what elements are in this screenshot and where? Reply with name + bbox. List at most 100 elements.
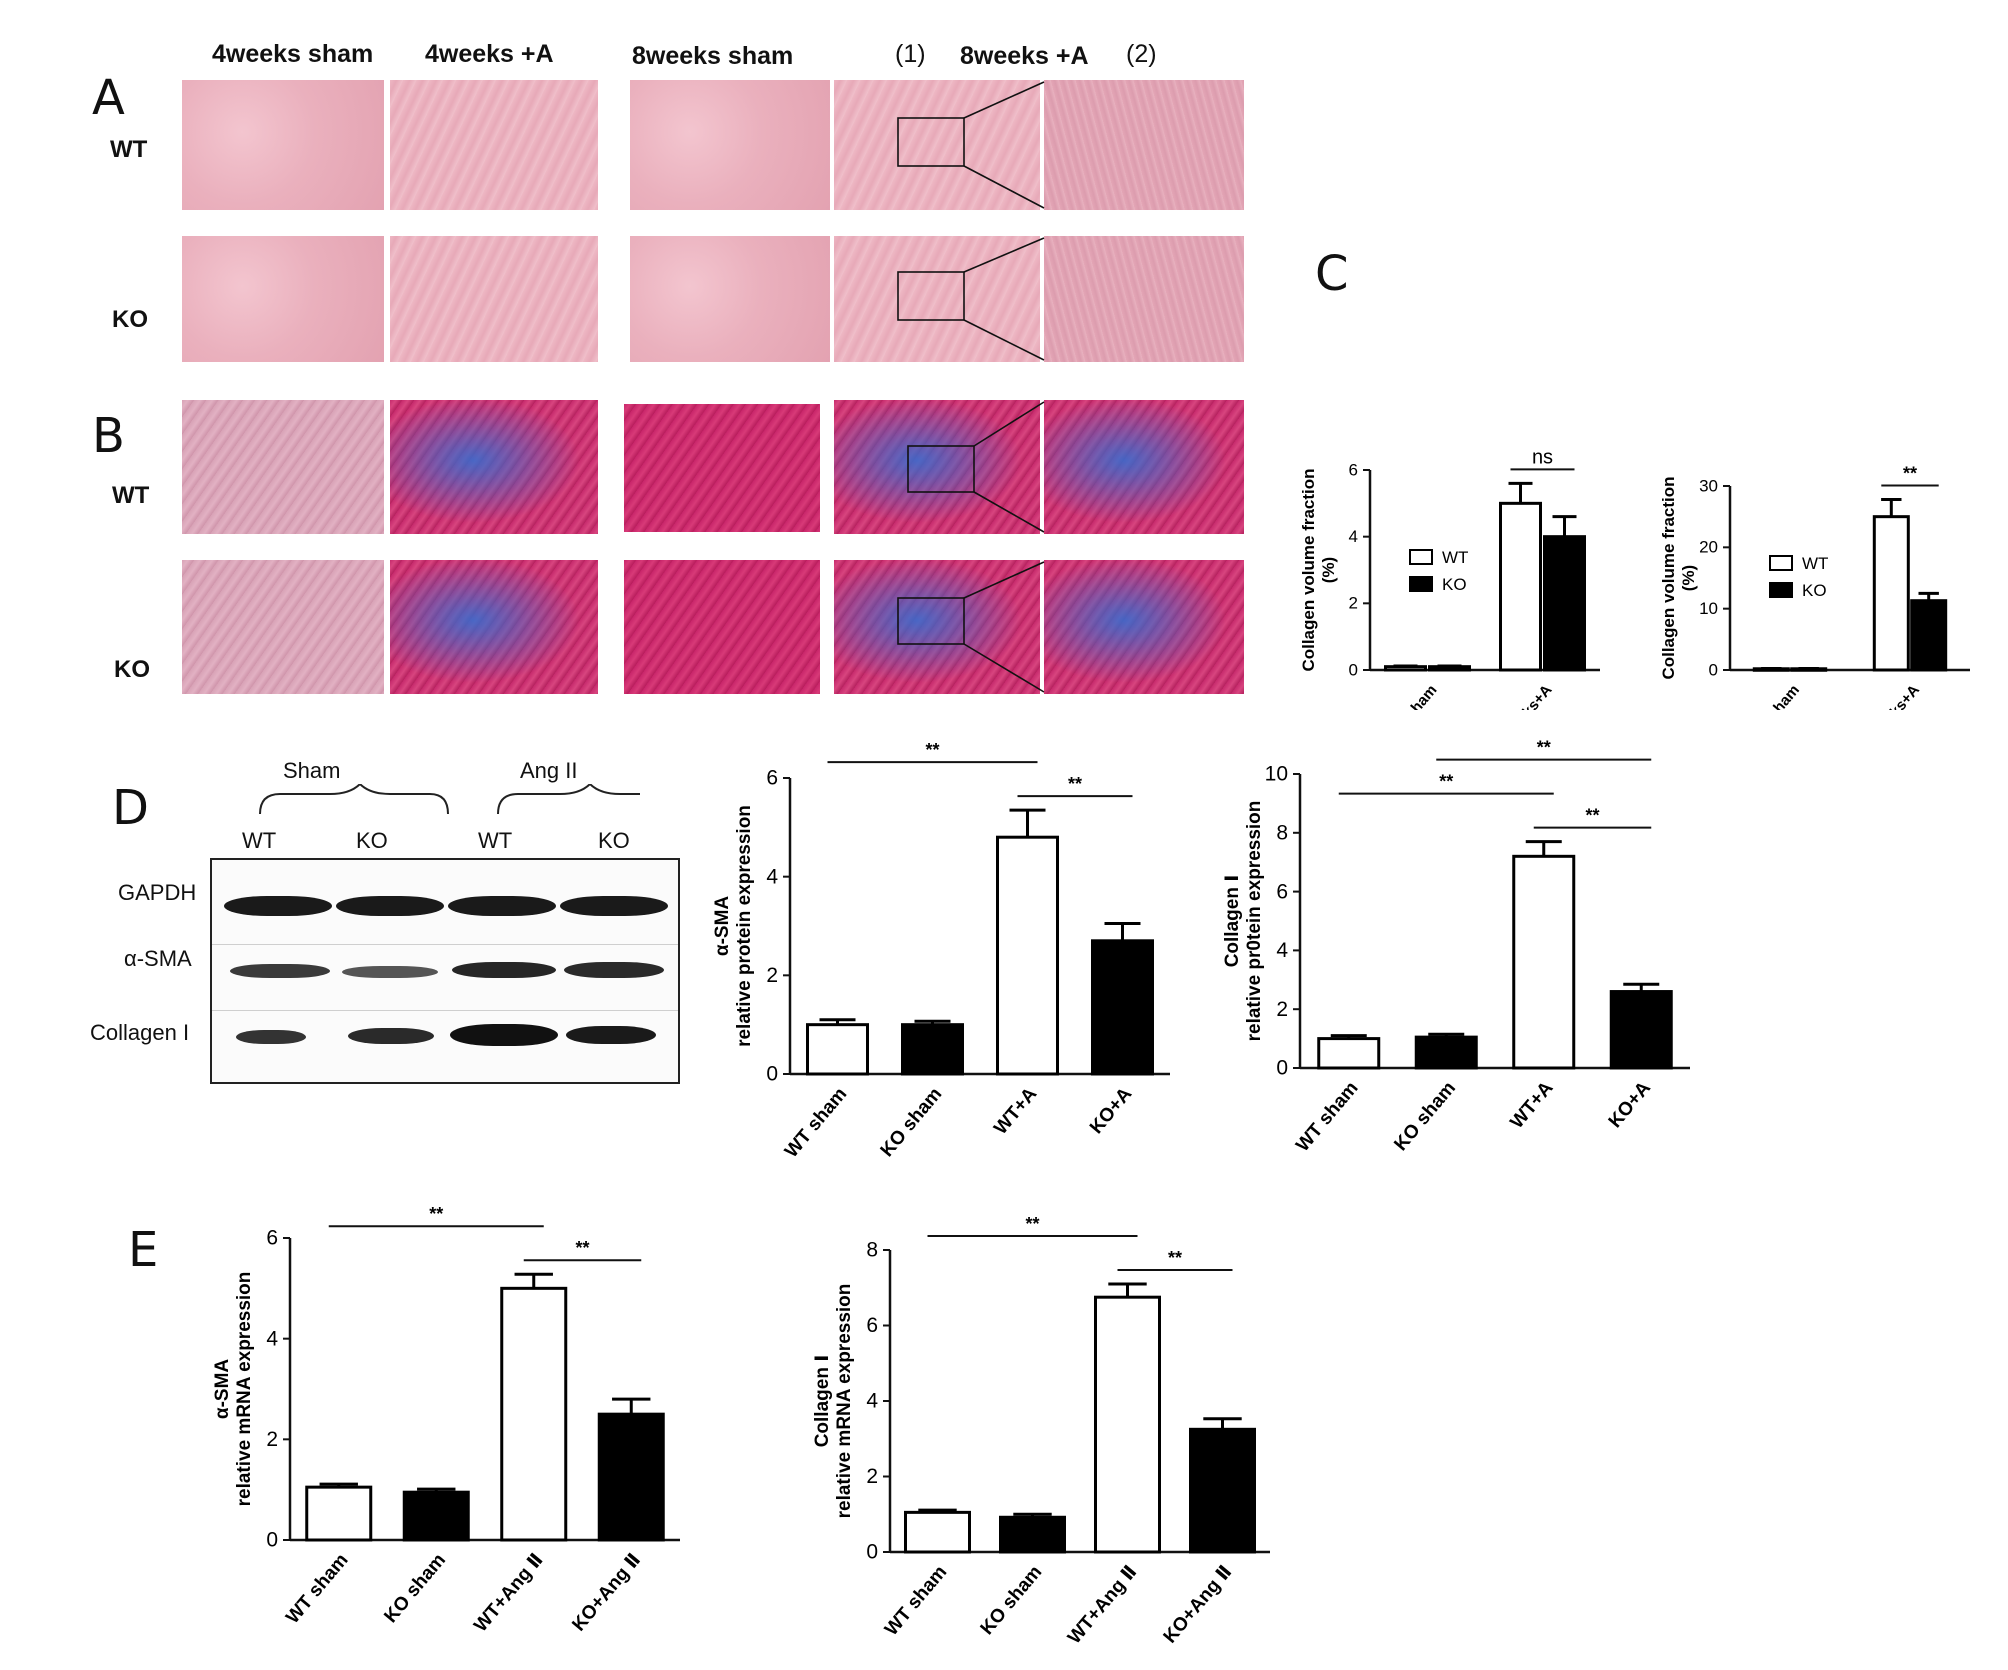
- he-image-ko-4w-sham: [182, 236, 384, 362]
- y-tick-label: 2: [1349, 594, 1358, 613]
- zoom-label-1: (1): [895, 40, 926, 68]
- bar: [996, 835, 1059, 1076]
- blot-group-sham: Sham: [283, 758, 341, 783]
- masson-image-ko-8w-a-zoom: [1044, 560, 1244, 694]
- x-tick-label: KO+Ang Ⅱ: [568, 1550, 645, 1636]
- panel-letter-e: E: [128, 1222, 159, 1278]
- band-asma-1: [230, 964, 330, 978]
- y-axis-label: α-SMA: [712, 896, 733, 957]
- zoom-label-2: (2): [1126, 40, 1157, 68]
- masson-image-ko-4w-a: [390, 560, 598, 694]
- bar: [1543, 535, 1586, 672]
- y-tick-label: 30: [1699, 476, 1718, 495]
- y-tick-label: 0: [1349, 660, 1358, 679]
- significance-label: **: [429, 1204, 443, 1224]
- bar: [500, 1286, 568, 1542]
- col-header-8weeks-a: 8weeks +A: [960, 42, 1089, 70]
- blot-lane-wt-angii: WT: [478, 828, 513, 853]
- blot-group-brackets: [259, 784, 640, 815]
- x-tick-label: WT+A: [990, 1084, 1041, 1139]
- legend-label: WT: [1442, 548, 1468, 567]
- y-axis-label: relative pr0tein expression: [1244, 801, 1265, 1042]
- he-image-ko-8w-sham: [630, 236, 830, 362]
- bar: [901, 1023, 964, 1076]
- x-tick-label: 8weeks+A: [1863, 682, 1923, 710]
- band-collagen-3: [450, 1024, 558, 1046]
- y-tick-label: 4: [866, 1390, 878, 1413]
- panel-letter-b: B: [92, 408, 125, 464]
- x-tick-label: WT+Ang Ⅱ: [1064, 1562, 1141, 1649]
- y-axis-label: (%): [1319, 557, 1338, 583]
- he-image-wt-8w-sham: [630, 80, 830, 210]
- masson-image-wt-4w-a: [390, 400, 598, 534]
- x-tick-label: 4weeeks+A: [1490, 682, 1555, 710]
- x-tick-label: KO sham: [380, 1550, 450, 1627]
- significance-label: ns: [1532, 446, 1553, 468]
- row-label-a-wt: WT: [110, 136, 148, 163]
- masson-image-ko-8w-a: [834, 560, 1040, 694]
- significance-label: **: [925, 740, 939, 760]
- chart-e1-asma-mrna: 0 2 4 6 α-SMA relative mRNA expression WT sham…: [212, 1204, 680, 1636]
- chart-c1-collagen-4weeks: 0 2 4 6 Collagen volume fraction(%) 4eeks sha…: [1299, 446, 1600, 710]
- panel-letter-a: A: [92, 70, 125, 126]
- significance-label: **: [1439, 772, 1453, 792]
- legend-swatch: [1769, 582, 1793, 598]
- y-tick-label: 4: [1349, 527, 1358, 546]
- row-label-a-ko: KO: [112, 306, 148, 333]
- y-tick-label: 2: [1276, 998, 1288, 1021]
- bar: [1910, 599, 1948, 672]
- y-tick-label: 2: [266, 1428, 278, 1451]
- y-tick-label: 8: [866, 1239, 878, 1262]
- y-axis-label: relative protein expression: [734, 805, 755, 1047]
- y-axis-label: Collagen volume fraction: [1299, 468, 1318, 671]
- bar: [597, 1412, 665, 1542]
- legend-swatch: [1769, 555, 1793, 571]
- x-tick-label: 8weeks sham: [1728, 682, 1803, 710]
- y-tick-label: 0: [766, 1063, 778, 1086]
- bar: [1499, 501, 1542, 672]
- y-tick-label: 2: [866, 1465, 878, 1488]
- y-tick-label: 8: [1276, 821, 1288, 844]
- panel-letter-d: D: [112, 780, 149, 836]
- band-gapdh-1: [224, 896, 332, 916]
- bar: [1872, 515, 1910, 672]
- masson-image-wt-8w-a-zoom: [1044, 400, 1244, 534]
- he-image-wt-4w-a: [390, 80, 598, 210]
- blot-lane-wt-sham: WT: [242, 828, 277, 853]
- bar: [1414, 1035, 1478, 1070]
- x-tick-label: WT sham: [1292, 1078, 1362, 1156]
- y-tick-label: 6: [866, 1314, 878, 1337]
- legend-swatch: [1409, 549, 1433, 565]
- blot-label-collagen: Collagen I: [90, 1020, 190, 1045]
- significance-label: **: [1168, 1248, 1182, 1268]
- y-tick-label: 0: [866, 1541, 878, 1564]
- chart-d1-asma-protein: 0 2 4 6 α-SMA relative protein expression WT s…: [712, 740, 1170, 1162]
- legend-label: KO: [1802, 581, 1827, 600]
- y-tick-label: 4: [1276, 939, 1288, 962]
- panel-letter-c: C: [1315, 246, 1349, 302]
- x-tick-label: 4eeks sham: [1373, 682, 1441, 710]
- bar: [1091, 939, 1154, 1076]
- y-tick-label: 0: [266, 1529, 278, 1552]
- band-gapdh-4: [560, 896, 668, 916]
- bar: [1609, 990, 1673, 1070]
- y-tick-label: 6: [1276, 880, 1288, 903]
- bar: [1317, 1037, 1381, 1070]
- significance-label: **: [1585, 806, 1599, 826]
- x-tick-label: WT sham: [282, 1550, 352, 1628]
- x-tick-label: KO sham: [1390, 1078, 1460, 1155]
- band-gapdh-2: [336, 896, 444, 916]
- masson-image-wt-8w-a: [834, 400, 1040, 534]
- row-label-b-wt: WT: [112, 482, 150, 509]
- blot-label-asma: α-SMA: [124, 946, 192, 971]
- blot-lane-ko-angii: KO: [598, 828, 630, 853]
- y-axis-label: α-SMA: [212, 1359, 233, 1420]
- he-image-wt-8w-a-zoom: [1044, 80, 1244, 210]
- col-header-4weeks-a: 4weeks +A: [425, 40, 554, 68]
- blot-label-gapdh: GAPDH: [118, 880, 197, 905]
- y-tick-label: 6: [766, 767, 778, 790]
- band-asma-2: [342, 966, 438, 978]
- he-image-wt-4w-sham: [182, 80, 384, 210]
